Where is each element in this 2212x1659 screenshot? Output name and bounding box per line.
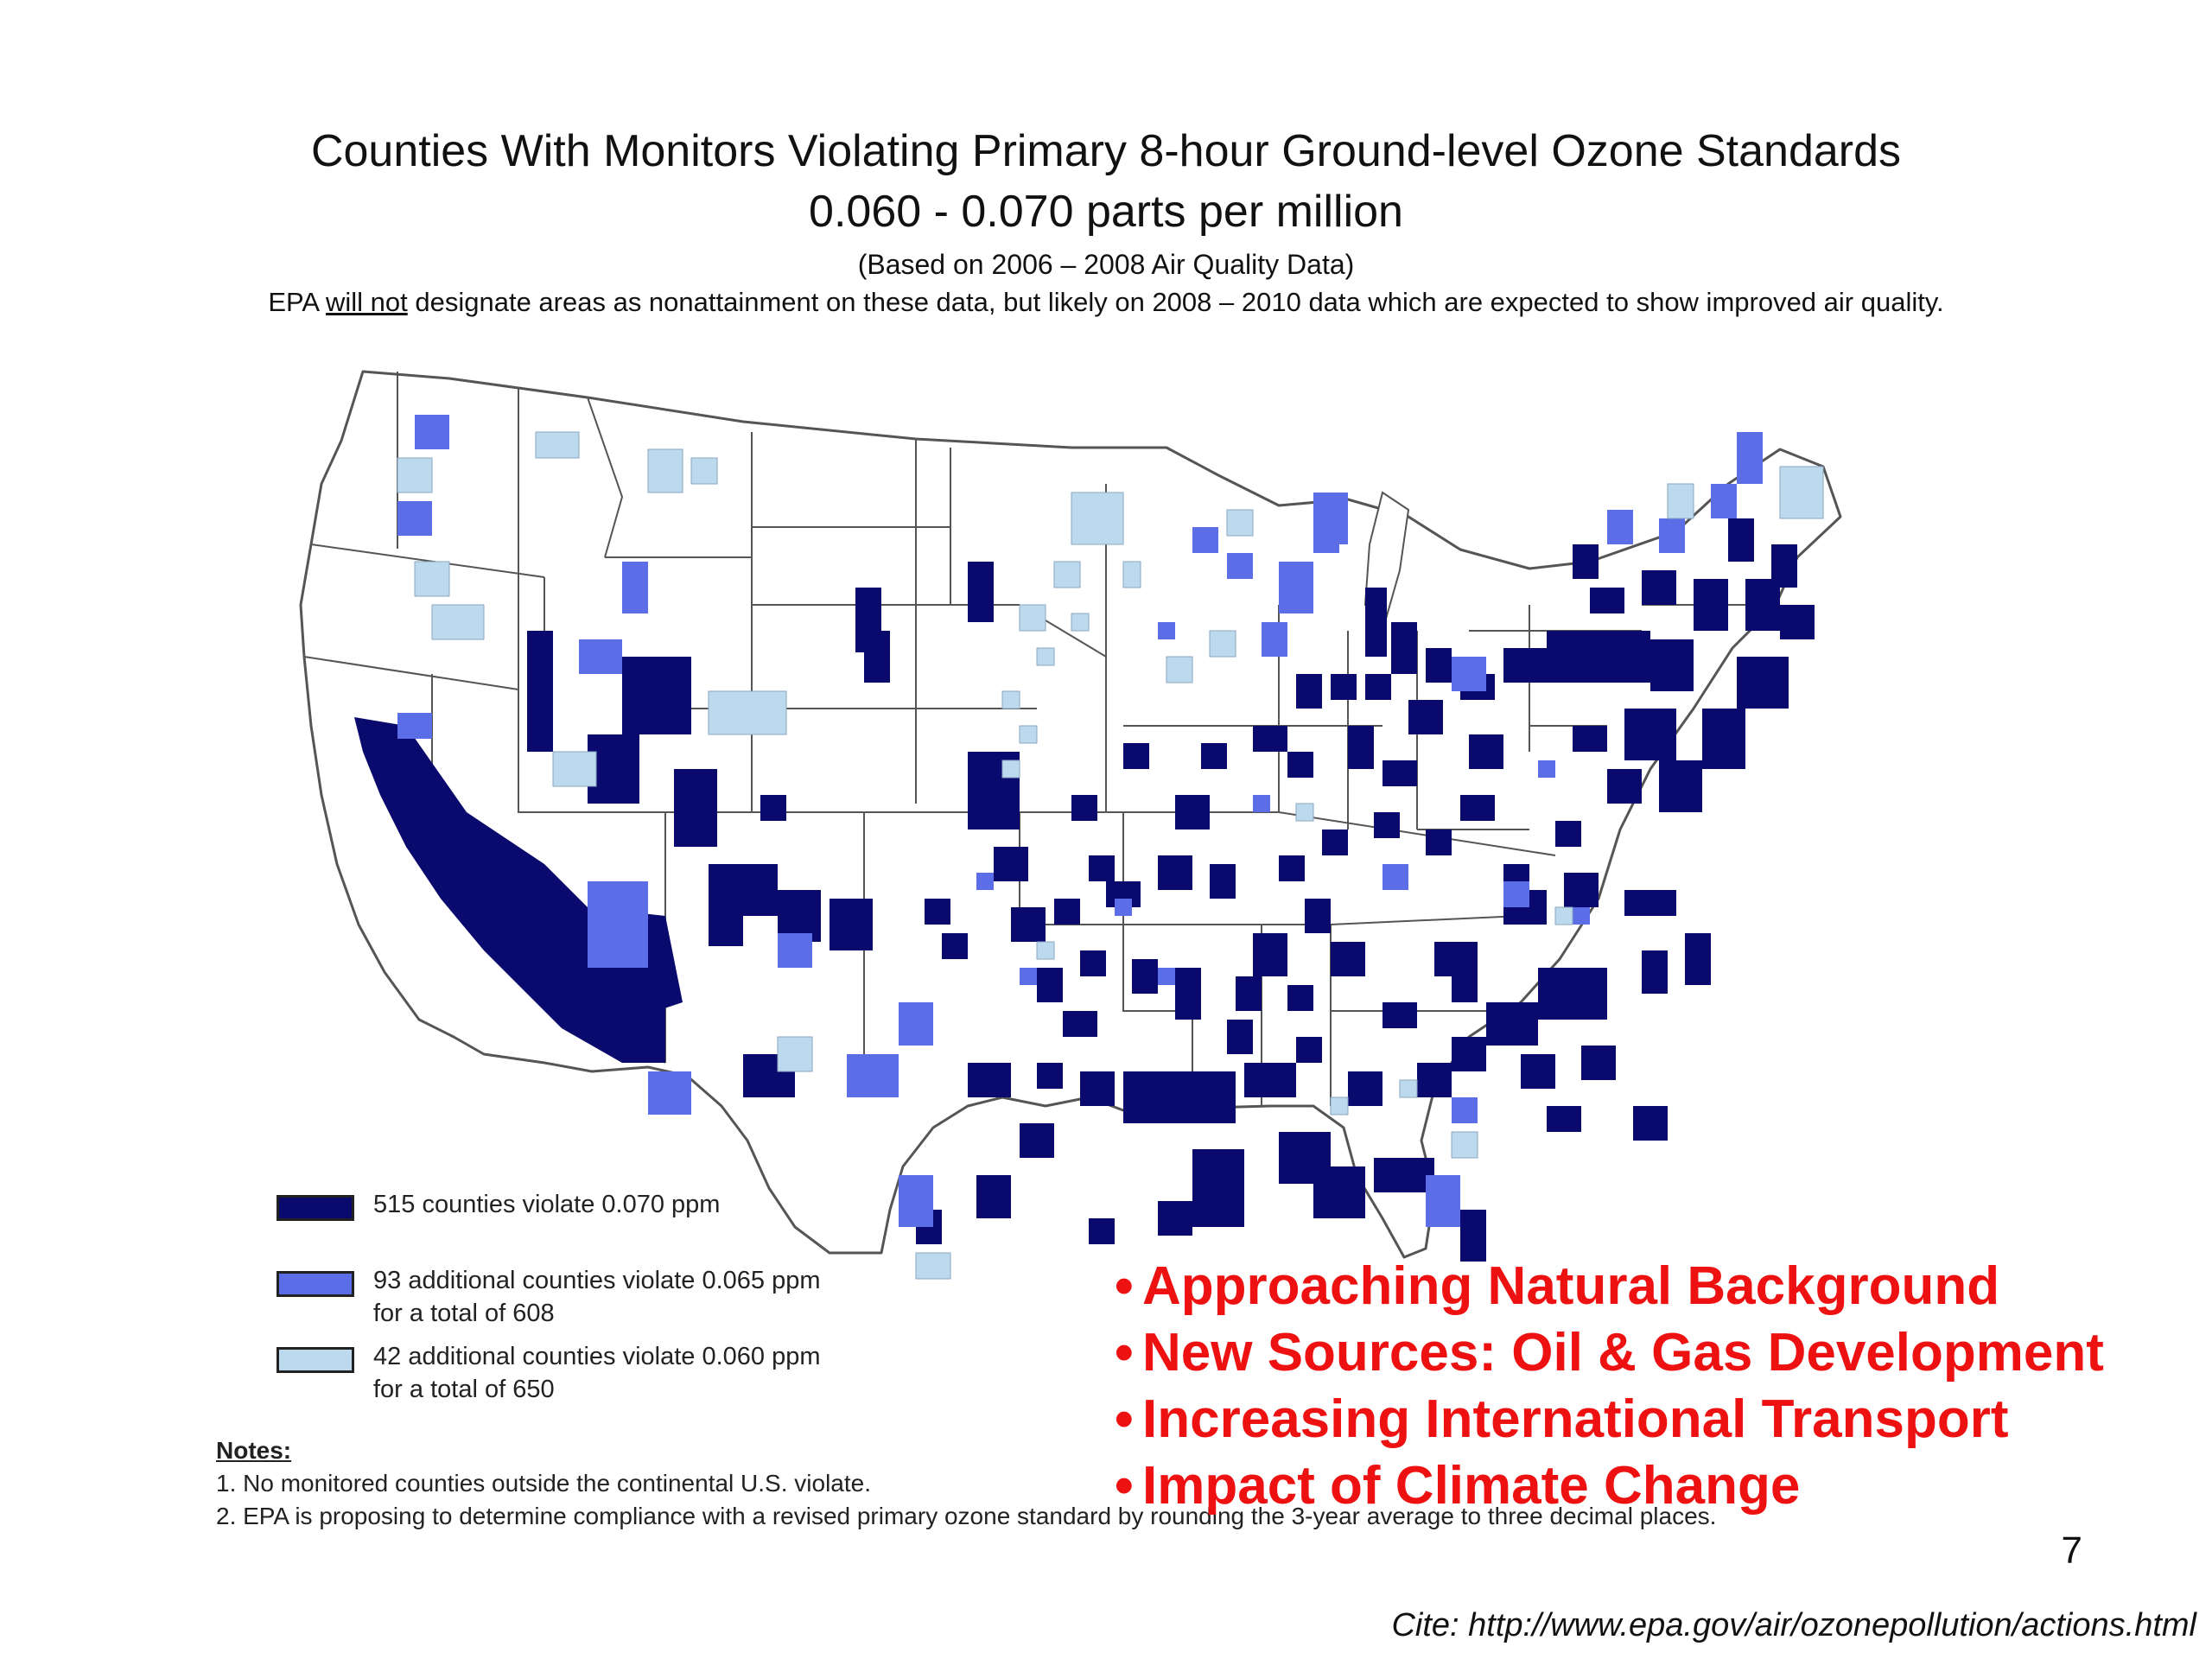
us-ozone-map — [299, 370, 1842, 1280]
map-title: Counties With Monitors Violating Primary… — [310, 126, 1902, 176]
legend-item-060: 42 additional counties violate 0.060 ppm… — [276, 1340, 968, 1416]
page-number: 7 — [2061, 1529, 2082, 1572]
data-basis-note: (Based on 2006 – 2008 Air Quality Data) — [857, 249, 1355, 280]
legend-item-065: 93 additional counties violate 0.065 ppm… — [276, 1264, 968, 1340]
map-title-block: Counties With Monitors Violating Primary… — [0, 121, 2212, 321]
bullet-oil-gas: • New Sources: Oil & Gas Development — [1115, 1323, 2104, 1382]
note-2: 2. EPA is proposing to determine complia… — [216, 1503, 1717, 1529]
counties-violate-065 — [397, 415, 1763, 1227]
will-not-emphasis: will not — [325, 287, 408, 317]
legend-label-060: 42 additional counties violate 0.060 ppm — [373, 1343, 821, 1370]
notes-section: Notes: 1. No monitored counties outside … — [216, 1434, 1944, 1533]
citation: Cite: http://www.epa.gov/air/ozonepollut… — [1391, 1607, 2196, 1643]
notes-heading: Notes: — [216, 1437, 292, 1464]
counties-violate-070 — [354, 518, 1815, 1262]
us-outline — [299, 370, 1842, 1259]
southern-california-desert — [467, 812, 665, 1063]
legend-swatch-070 — [276, 1195, 354, 1221]
designation-note: EPA will not designate areas as nonattai… — [268, 287, 1944, 317]
legend-swatch-065 — [276, 1271, 354, 1297]
note-1: 1. No monitored counties outside the con… — [216, 1470, 871, 1497]
legend-swatch-060 — [276, 1347, 354, 1373]
counties-violate-060 — [397, 431, 1824, 1280]
legend-label-070: 515 counties violate 0.070 ppm — [373, 1191, 721, 1218]
legend-label-065: 93 additional counties violate 0.065 ppm — [373, 1267, 821, 1294]
bullet-international-transport: • Increasing International Transport — [1115, 1389, 2009, 1449]
legend-total-650: for a total of 650 — [373, 1376, 555, 1403]
bullet-list: • Approaching Natural Background • New Sou… — [1115, 1253, 2195, 1519]
bullet-natural-background: • Approaching Natural Background — [1115, 1256, 2000, 1316]
map-subtitle: 0.060 - 0.070 parts per million — [809, 187, 1403, 237]
bullet-climate-change: • Impact of Climate Change — [1115, 1456, 1801, 1516]
map-legend: 515 counties violate 0.070 ppm 93 additi… — [276, 1188, 968, 1416]
legend-item-070: 515 counties violate 0.070 ppm — [276, 1188, 968, 1264]
legend-total-608: for a total of 608 — [373, 1300, 555, 1327]
